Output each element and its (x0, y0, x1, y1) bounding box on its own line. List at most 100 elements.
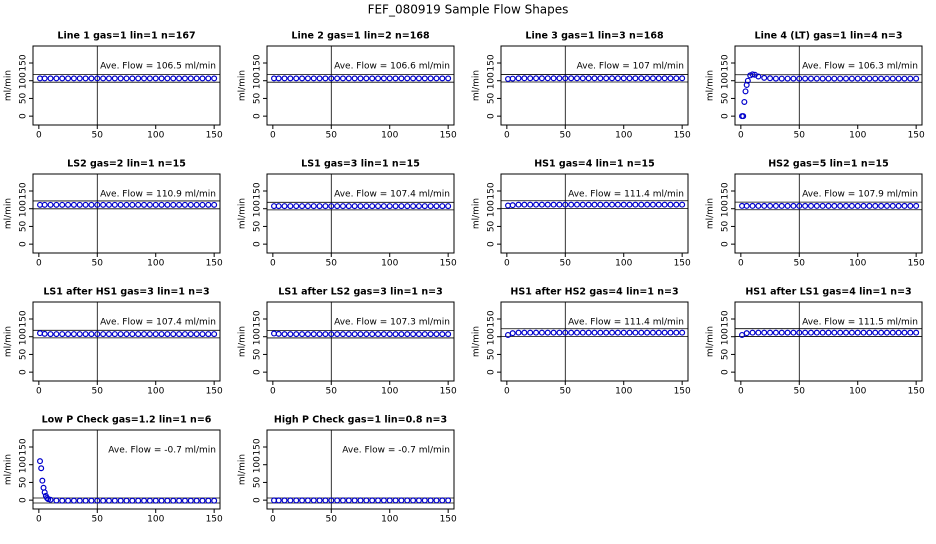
point (515, 329, 522, 336)
point (293, 331, 300, 338)
x-tick-label: 150 (674, 259, 691, 269)
point (415, 203, 422, 210)
point (509, 330, 516, 337)
point (410, 331, 417, 338)
point (527, 75, 534, 82)
y-tick-label: 50 (487, 92, 497, 104)
point (597, 75, 604, 82)
point (913, 75, 920, 82)
point (357, 203, 364, 210)
y-axis-label: ml/min (472, 70, 482, 101)
x-tick-label: 150 (206, 387, 223, 397)
point (310, 497, 317, 504)
y-tick-label: 100 (721, 200, 731, 217)
point (181, 497, 188, 504)
point (790, 202, 797, 209)
panel-title: LS1 after LS2 gas=3 lin=1 n=3 (278, 287, 442, 298)
point (380, 331, 387, 338)
point (117, 201, 124, 208)
point (749, 202, 756, 209)
point (310, 331, 317, 338)
point (742, 88, 749, 95)
point (767, 329, 774, 336)
point (579, 329, 586, 336)
point (193, 331, 200, 338)
plot-frame (734, 173, 923, 254)
annotation: Ave. Flow = 110.9 ml/min (100, 190, 216, 200)
point (673, 75, 680, 82)
point (427, 75, 434, 82)
point (316, 497, 323, 504)
annotation: Ave. Flow = 111.4 ml/min (568, 190, 684, 200)
x-tick-label: 100 (615, 131, 632, 141)
x-tick-label: 100 (849, 259, 866, 269)
point (790, 329, 797, 336)
y-tick-label: 50 (487, 348, 497, 360)
x-tick-label: 0 (270, 387, 276, 397)
point (146, 497, 153, 504)
y-axis-label: ml/min (4, 454, 14, 485)
point (37, 330, 44, 337)
point (515, 201, 522, 208)
x-tick-label: 0 (738, 131, 744, 141)
y-axis-label: ml/min (706, 70, 716, 101)
point (94, 331, 101, 338)
point (129, 75, 136, 82)
point (579, 75, 586, 82)
point (866, 75, 873, 82)
point (88, 75, 95, 82)
y-tick-label: 100 (19, 200, 29, 217)
point (170, 497, 177, 504)
y-tick-label: 150 (721, 182, 731, 199)
point (649, 75, 656, 82)
point (386, 203, 393, 210)
point (316, 203, 323, 210)
point (398, 497, 405, 504)
point (907, 202, 914, 209)
x-tick-label: 150 (674, 131, 691, 141)
plot-frame (32, 301, 221, 382)
point (158, 75, 165, 82)
y-tick-label: 50 (19, 476, 29, 488)
point (749, 329, 756, 336)
point (831, 75, 838, 82)
point (609, 201, 616, 208)
x-tick-label: 150 (206, 259, 223, 269)
point (819, 329, 826, 336)
point (813, 75, 820, 82)
x-tick-label: 50 (92, 515, 104, 525)
point (649, 201, 656, 208)
annotation: Ave. Flow = 107.9 ml/min (802, 190, 918, 200)
point (837, 75, 844, 82)
point (293, 75, 300, 82)
point (807, 75, 814, 82)
point (790, 75, 797, 82)
point (644, 329, 651, 336)
point (866, 202, 873, 209)
point (755, 329, 762, 336)
point (322, 203, 329, 210)
point (187, 331, 194, 338)
y-tick-label: 100 (253, 200, 263, 217)
y-tick-label: 150 (721, 54, 731, 71)
point (901, 202, 908, 209)
point (802, 75, 809, 82)
point (638, 329, 645, 336)
point (281, 331, 288, 338)
y-tick-label: 50 (19, 220, 29, 232)
point (527, 329, 534, 336)
point (380, 203, 387, 210)
point (123, 331, 130, 338)
point (158, 497, 165, 504)
point (761, 329, 768, 336)
point (591, 329, 598, 336)
point (41, 330, 48, 337)
point (199, 75, 206, 82)
point (744, 77, 751, 84)
point (100, 497, 107, 504)
point (603, 75, 610, 82)
point (135, 201, 142, 208)
y-axis-label: ml/min (706, 326, 716, 357)
point (176, 201, 183, 208)
point (883, 329, 890, 336)
